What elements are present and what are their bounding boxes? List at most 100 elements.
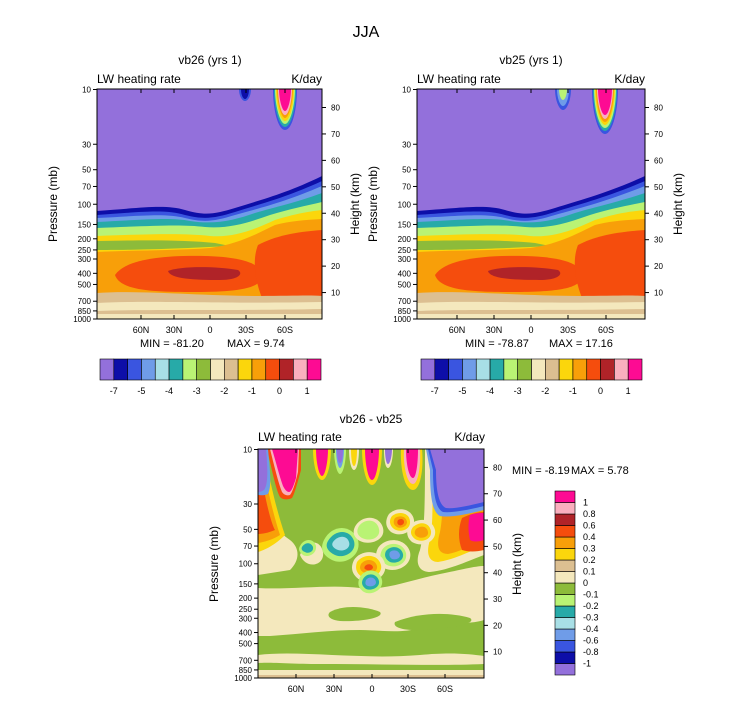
- colorbar-swatch: [517, 358, 532, 381]
- contour-fill-region: [417, 301, 645, 311]
- pressure-tick-label: 400: [78, 269, 92, 278]
- height-tick-label: 20: [493, 621, 502, 630]
- colorbar-swatch: [475, 358, 491, 381]
- pressure-tick-label: 700: [239, 656, 253, 665]
- colorbar-swatch: [196, 358, 211, 381]
- pressure-tick-label: 50: [82, 166, 91, 175]
- colorbar-label: 0.2: [583, 555, 596, 565]
- contour-fill-region: [385, 449, 392, 464]
- pressure-tick-label: 1000: [73, 315, 91, 324]
- height-tick-label: 50: [331, 183, 340, 192]
- colorbar-swatch: [554, 548, 576, 561]
- contour-fill-region: [272, 449, 298, 492]
- contour-fill-region: [337, 449, 343, 463]
- colorbar-vb26: -7 -5 -4 -3 -2 -1 0 1: [99, 358, 322, 396]
- pressure-tick-label: 500: [398, 280, 412, 289]
- x-tick-label: 30S: [400, 684, 416, 694]
- contour-fill-region: [468, 513, 484, 542]
- contour-fill-region: [301, 543, 314, 553]
- colorbar-label: -1: [583, 659, 591, 669]
- units-label: K/day: [454, 430, 485, 444]
- min-label: MIN = -78.87: [465, 338, 529, 350]
- height-tick-label: 60: [493, 516, 502, 525]
- height-tick-label: 40: [654, 209, 663, 218]
- x-tick-label: 60N: [288, 684, 305, 694]
- contour-fill-region: [389, 550, 400, 560]
- panel-title: vb26 - vb25: [340, 412, 403, 426]
- contour-fill-region: [168, 267, 241, 280]
- x-tick-label: 60S: [277, 325, 293, 335]
- colorbar-swatch: [154, 358, 170, 381]
- colorbar-swatch: [545, 358, 560, 381]
- height-tick-label: 30: [331, 236, 340, 245]
- contour-fill-region: [279, 89, 291, 111]
- x-tick-label: 30N: [166, 325, 183, 335]
- contour-fill-region: [328, 607, 381, 622]
- units-label: K/day: [291, 72, 322, 86]
- colorbar-label: -2: [541, 386, 549, 396]
- colorbar-label: 1: [583, 498, 588, 508]
- pressure-tick-label: 10: [243, 445, 252, 454]
- pressure-tick-label: 70: [82, 182, 91, 191]
- colorbar-swatch: [554, 490, 576, 503]
- colorbar-label: 0: [277, 386, 282, 396]
- height-tick-label: 80: [493, 463, 502, 472]
- colorbar-swatch: [434, 358, 449, 381]
- colorbar-swatch: [554, 605, 576, 618]
- pressure-tick-label: 150: [239, 580, 253, 589]
- pressure-tick-label: 850: [239, 666, 253, 675]
- contour-fill-region: [332, 536, 350, 551]
- colorbar-swatch: [600, 358, 615, 381]
- colorbar-swatch: [627, 358, 643, 381]
- colorbar-swatch: [531, 358, 546, 381]
- pressure-tick-label: 300: [398, 255, 412, 264]
- panel-vb25: vb25 (yrs 1) LW heating rate K/day: [366, 53, 685, 350]
- pressure-tick-label: 50: [402, 166, 411, 175]
- colorbar-swatch: [586, 358, 601, 381]
- x-tick-label: 60N: [449, 325, 466, 335]
- colorbar-swatch: [448, 358, 463, 381]
- x-tick-label: 60S: [437, 684, 453, 694]
- colorbar-swatch: [554, 640, 576, 653]
- colorbar-label: -3: [193, 386, 201, 396]
- variable-label: LW heating rate: [97, 72, 181, 86]
- pressure-tick-label: 700: [398, 297, 412, 306]
- figure-title: JJA: [353, 24, 380, 41]
- contour-fill-region: [258, 449, 268, 492]
- height-tick-label: 70: [331, 130, 340, 139]
- max-label: MAX = 9.74: [227, 338, 285, 350]
- colorbar-swatch: [554, 628, 576, 641]
- colorbar-label: -2: [220, 386, 228, 396]
- pressure-tick-label: 10: [402, 86, 411, 95]
- colorbar-swatch: [554, 571, 576, 584]
- contour-fill-region: [414, 526, 429, 538]
- x-tick-label: 60N: [133, 325, 150, 335]
- pressure-tick-label: 250: [239, 605, 253, 614]
- panel-title: vb26 (yrs 1): [178, 53, 241, 67]
- colorbar-vb25: -7 -5 -4 -3 -2 -1 0 1: [420, 358, 643, 396]
- x-tick-label: 0: [528, 325, 533, 335]
- colorbar-label: -0.8: [583, 647, 599, 657]
- x-tick-label: 0: [207, 325, 212, 335]
- contour-fill-region: [316, 449, 328, 476]
- pressure-tick-label: 400: [239, 629, 253, 638]
- panel-title: vb25 (yrs 1): [499, 53, 562, 67]
- colorbar-swatch: [554, 651, 576, 664]
- pressure-tick-label: 250: [398, 246, 412, 255]
- contour-fill-region: [574, 230, 645, 300]
- x-tick-label: 30N: [326, 684, 343, 694]
- colorbar-swatch: [182, 358, 197, 381]
- height-tick-label: 60: [654, 156, 663, 165]
- colorbar-layer: -7 -5 -4 -3 -2 -1 0 1 -7 -5 -4 -3 -2 -1 0 1 -1 -0.8-0.6 -0…: [99, 358, 643, 676]
- height-tick-label: 30: [654, 236, 663, 245]
- pressure-tick-label: 70: [402, 182, 411, 191]
- colorbar-label: 0.4: [583, 532, 596, 542]
- pressure-tick-label: 500: [239, 640, 253, 649]
- colorbar-swatch: [572, 358, 588, 381]
- x-tick-label: 0: [369, 684, 374, 694]
- height-tick-label: 40: [331, 209, 340, 218]
- colorbar-label: 0: [598, 386, 603, 396]
- contour-fill-region: [258, 653, 484, 665]
- colorbar-label: 1: [626, 386, 631, 396]
